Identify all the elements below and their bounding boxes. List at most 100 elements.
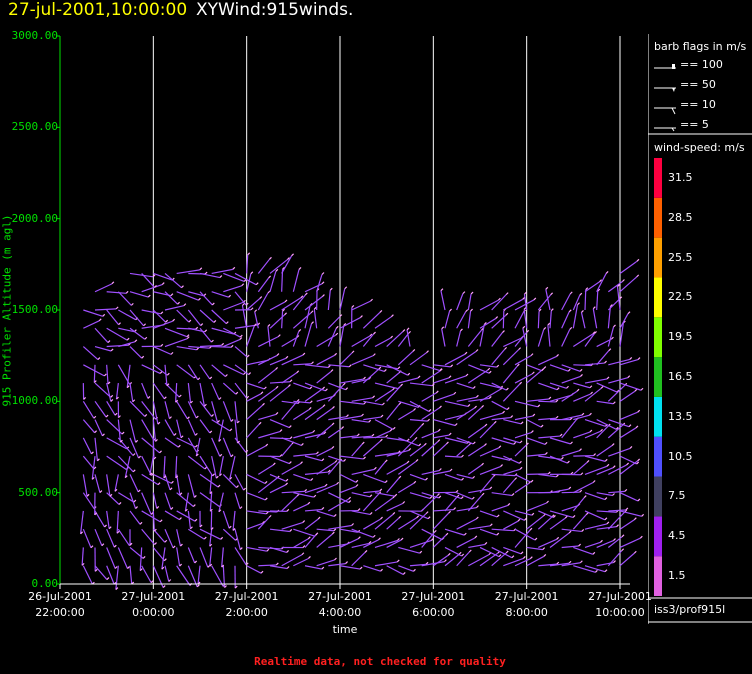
wind-barb — [572, 497, 585, 512]
wind-barb-flag — [180, 543, 183, 547]
wind-barb-flag — [605, 270, 609, 274]
wind-barb-flag — [341, 426, 345, 430]
wind-barb — [304, 565, 322, 570]
wind-barb — [79, 510, 84, 534]
wind-barb — [141, 364, 161, 375]
wind-barb — [339, 473, 357, 483]
wind-barb — [82, 455, 95, 470]
wind-barb — [491, 437, 514, 445]
wind-barb — [176, 492, 194, 507]
wind-barb — [164, 364, 168, 386]
wind-barb-flag — [597, 288, 601, 292]
wind-barb — [584, 378, 608, 384]
wind-barb-flag — [392, 512, 396, 515]
wind-barb — [339, 538, 359, 549]
wind-barb — [83, 309, 103, 317]
wind-barb-flag — [629, 357, 633, 360]
wind-barb — [106, 510, 110, 529]
wind-barb-flag — [237, 440, 240, 444]
wind-barb-flag — [204, 403, 207, 407]
wind-barb-flag — [311, 321, 314, 325]
wind-barb — [491, 528, 514, 532]
wind-barb-flag — [505, 312, 509, 316]
wind-barb-flag — [152, 274, 156, 278]
wind-barb-flag — [170, 480, 174, 484]
wind-barb — [304, 406, 324, 421]
wind-barb-flag — [276, 353, 280, 356]
wind-barb-flag — [232, 527, 236, 531]
wind-barb-flag — [379, 438, 383, 442]
wind-barb-flag — [444, 559, 447, 563]
wind-barb-flag — [225, 321, 229, 325]
wind-barb-flag — [406, 460, 410, 464]
wind-barb — [187, 547, 196, 564]
wind-barb — [223, 338, 240, 348]
wind-barb — [362, 333, 374, 347]
wind-barb-flag — [322, 294, 325, 297]
wind-barb — [83, 320, 100, 329]
wind-barb-flag — [230, 419, 234, 422]
wind-barb-flag — [262, 402, 265, 406]
wind-barb — [106, 401, 116, 416]
wind-barb — [386, 385, 402, 402]
wind-barb — [141, 510, 161, 523]
wind-barb-flag — [351, 305, 355, 308]
wind-barb-flag — [181, 285, 184, 289]
wind-barb-flag — [371, 433, 375, 437]
wind-barb — [116, 510, 119, 534]
wind-barb — [607, 298, 621, 311]
wind-barb — [281, 372, 298, 384]
wind-barb — [397, 438, 416, 457]
wind-barb-flag — [637, 409, 641, 413]
wind-barb — [339, 565, 361, 570]
wind-barb-flag — [102, 313, 106, 317]
wind-barb — [327, 316, 341, 329]
wind-barb — [316, 424, 333, 439]
wind-barb-flag — [392, 426, 396, 430]
wind-barb-flag — [397, 450, 401, 454]
wind-barb — [584, 455, 606, 462]
wind-barb — [479, 324, 485, 347]
wind-barb-flag — [165, 319, 169, 323]
wind-barb — [269, 565, 288, 570]
wind-barb — [444, 353, 466, 366]
wind-barb — [141, 309, 161, 315]
wind-barb — [432, 443, 447, 457]
wind-barb-flag — [321, 507, 325, 510]
wind-barb — [175, 456, 178, 478]
wind-barb-flag — [361, 441, 365, 445]
wind-barb — [153, 345, 172, 355]
wind-barb — [304, 296, 323, 311]
wind-barb — [421, 364, 441, 372]
wind-barb — [467, 494, 483, 512]
wind-barb — [538, 355, 557, 366]
wind-barb-flag — [484, 542, 488, 545]
wind-barb — [234, 291, 247, 306]
wind-barb-flag — [90, 451, 94, 455]
wind-barb — [514, 311, 525, 329]
wind-barb — [351, 492, 370, 498]
wind-barb-flag — [581, 529, 585, 532]
wind-barb-flag — [415, 459, 419, 462]
wind-barb — [199, 528, 221, 540]
wind-barb-flag — [269, 256, 272, 260]
wind-barb — [218, 419, 224, 442]
wind-barb — [164, 492, 172, 510]
wind-barb-flag — [636, 274, 640, 278]
wind-barb-flag — [440, 288, 444, 292]
wind-barb — [573, 333, 594, 348]
wind-barb-flag — [196, 584, 200, 588]
wind-barb — [187, 419, 196, 436]
wind-barb-flag — [104, 524, 107, 528]
wind-barb — [139, 547, 143, 571]
wind-barb-flag — [277, 334, 281, 338]
wind-barb — [503, 437, 521, 444]
wind-plot-area — [56, 35, 645, 590]
wind-barb — [584, 565, 606, 573]
wind-barb — [456, 350, 477, 366]
wind-barb — [281, 463, 301, 475]
wind-barb-flag — [379, 488, 383, 492]
wind-barb — [188, 528, 205, 540]
wind-barb-flag — [322, 404, 326, 408]
wind-barb — [572, 304, 579, 329]
